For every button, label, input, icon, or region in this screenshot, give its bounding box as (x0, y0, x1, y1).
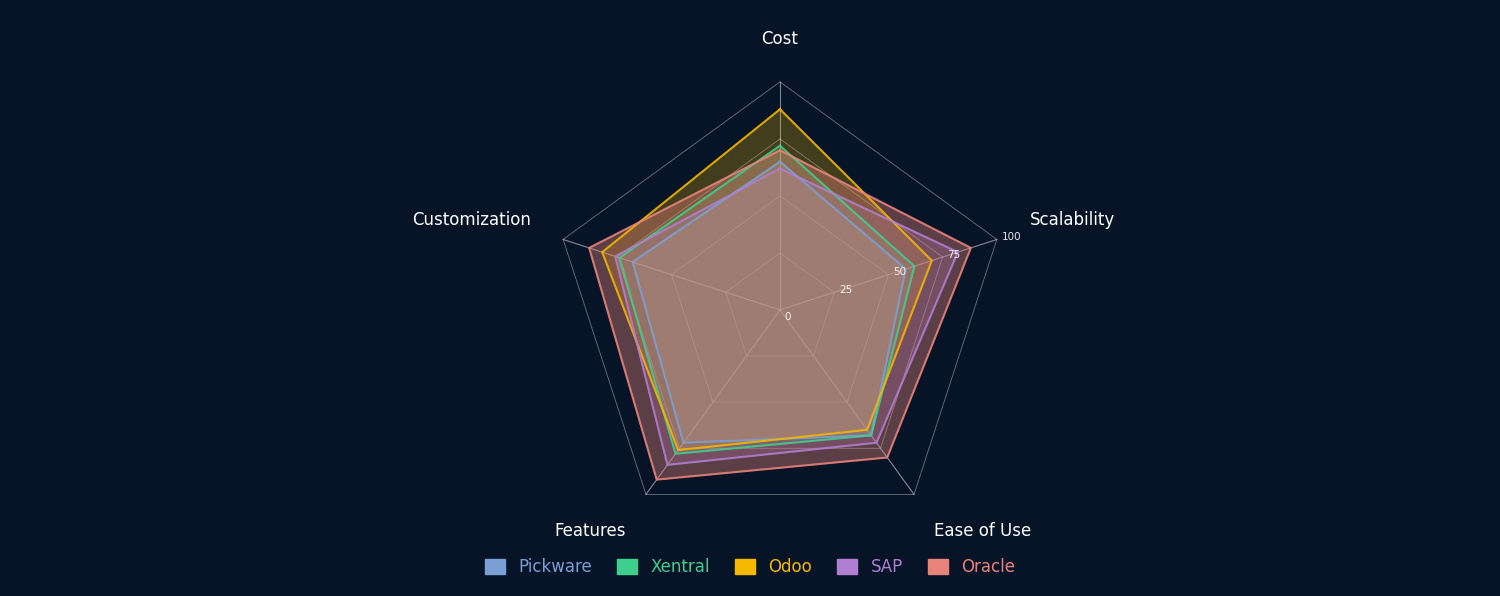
Polygon shape (602, 109, 932, 450)
Text: 50: 50 (892, 268, 906, 277)
Polygon shape (633, 162, 906, 443)
Text: 0: 0 (784, 312, 790, 322)
Text: Customization: Customization (411, 211, 531, 229)
Legend: Pickware, Xentral, Odoo, SAP, Oracle: Pickware, Xentral, Odoo, SAP, Oracle (477, 550, 1023, 585)
Text: 100: 100 (1002, 232, 1022, 242)
Text: Cost: Cost (762, 30, 798, 48)
Text: 25: 25 (839, 285, 852, 295)
Polygon shape (620, 146, 915, 454)
Text: Ease of Use: Ease of Use (934, 522, 1032, 540)
Text: Scalability: Scalability (1029, 211, 1114, 229)
Polygon shape (615, 169, 958, 465)
Text: 75: 75 (946, 250, 960, 260)
Text: Features: Features (555, 522, 626, 540)
Polygon shape (590, 150, 970, 480)
